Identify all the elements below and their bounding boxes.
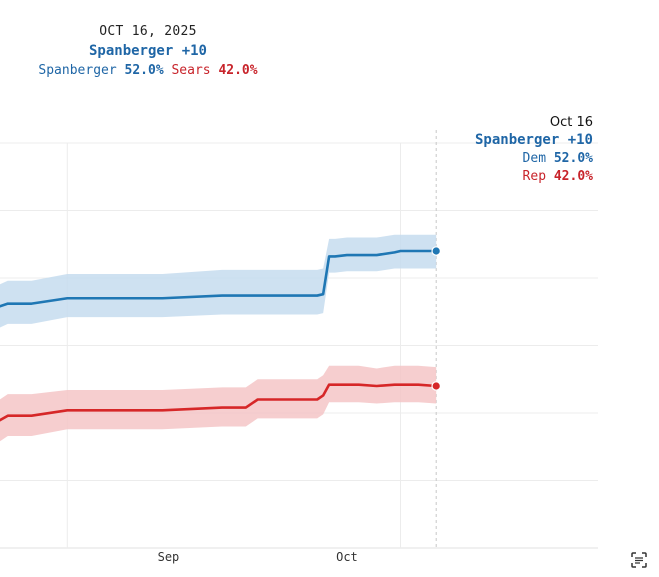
rep-trend-line <box>0 383 437 422</box>
tooltip-dem-value: 52.0% <box>553 151 593 166</box>
tooltip-rep-label: Rep <box>522 169 547 184</box>
summary-values: Spanberger 52.0% Sears 42.0% <box>0 63 296 78</box>
summary-header: OCT 16, 2025 Spanberger +10 Spanberger 5… <box>0 24 296 78</box>
summary-date: OCT 16, 2025 <box>99 24 197 39</box>
grid-lines <box>0 130 598 549</box>
x-axis-ticks: Sep Oct <box>158 550 358 564</box>
confidence-bands <box>0 234 437 442</box>
dem-confidence-band <box>0 234 437 328</box>
tooltip-leader: Spanberger +10 <box>474 132 593 148</box>
tooltip-rep-row: Rep 42.0% <box>475 169 593 184</box>
x-tick-label: Sep <box>158 550 180 564</box>
rep-endpoint-dot <box>431 381 441 391</box>
endpoint-markers <box>431 246 441 391</box>
dem-trend-line <box>0 249 437 308</box>
hover-tooltip: Oct 16 Spanberger +10 Dem 52.0% Rep 42.0… <box>475 115 593 184</box>
tooltip-dem-row: Dem 52.0% <box>475 151 593 166</box>
summary-rep-value: 42.0% <box>218 63 258 78</box>
summary-rep-name: Sears <box>171 63 211 78</box>
tooltip-rep-value: 42.0% <box>553 169 593 184</box>
summary-leader: Spanberger +10 <box>88 43 207 59</box>
tooltip-date: Oct 16 <box>549 115 593 130</box>
rep-confidence-band <box>0 365 437 442</box>
summary-dem-name: Spanberger <box>38 63 117 78</box>
summary-dem-value: 52.0% <box>124 63 164 78</box>
x-tick-label: Oct <box>336 550 358 564</box>
tooltip-dem-label: Dem <box>522 151 547 166</box>
dem-endpoint-dot <box>431 246 441 256</box>
series-lines <box>0 249 437 422</box>
scan-icon[interactable] <box>629 550 649 570</box>
